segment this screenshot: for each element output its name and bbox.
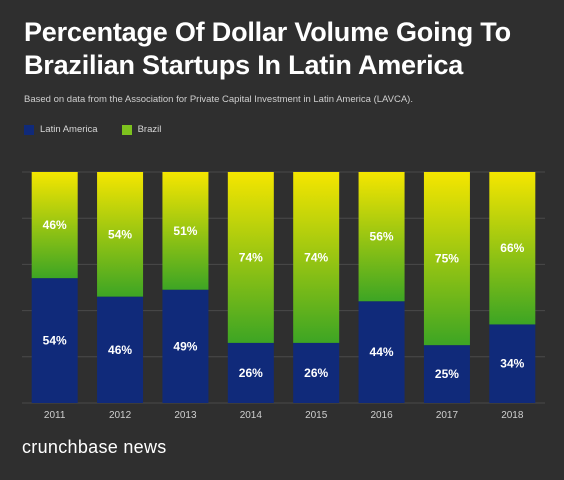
data-label-brazil-2013: 51% [173,224,197,238]
x-tick-label-2015: 2015 [305,410,328,421]
data-label-brazil-2011: 46% [43,218,67,232]
x-tick-label-2018: 2018 [501,410,524,421]
x-tick-label-2013: 2013 [174,410,197,421]
legend-swatch-latin-america [24,124,34,135]
bar-brazil-2016 [358,172,405,302]
x-tick-label-2016: 2016 [370,410,393,421]
bar-latin-america-2011 [31,278,78,403]
bar-latin-america-2015 [293,342,340,403]
legend-item-brazil: Brazil [121,124,162,135]
legend-label-latin-america: Latin America [40,124,98,135]
data-label-latin-america-2017: 25% [435,367,459,381]
data-label-latin-america-2016: 44% [370,345,394,359]
data-label-brazil-2017: 75% [435,252,459,266]
bar-brazil-2018 [489,172,536,325]
data-label-latin-america-2014: 26% [239,366,263,380]
bar-brazil-2015 [293,172,340,343]
bar-brazil-2017 [423,172,470,346]
data-label-brazil-2014: 74% [239,250,263,264]
data-label-brazil-2018: 66% [500,241,524,255]
legend-label-brazil: Brazil [137,124,162,135]
bar-latin-america-2013 [162,289,209,403]
data-label-brazil-2016: 56% [370,230,394,244]
x-tick-label-2012: 2012 [109,410,132,421]
legend-swatch-brazil [121,124,132,135]
x-tick-label-2011: 2011 [44,410,66,421]
data-label-brazil-2012: 54% [108,227,132,241]
data-label-latin-america-2018: 34% [500,357,524,371]
bar-latin-america-2012 [97,296,144,403]
bar-brazil-2014 [227,172,274,343]
bar-latin-america-2014 [227,342,274,403]
x-tick-label-2014: 2014 [240,410,263,421]
chart-subtitle: Based on data from the Association for P… [24,94,413,105]
legend-item-latin-america: Latin America [24,124,98,135]
bar-brazil-2011 [31,172,78,279]
chart-title: Percentage Of Dollar Volume Going To Bra… [24,17,511,80]
legend: Latin America Brazil [24,124,185,135]
data-label-latin-america-2011: 54% [43,334,67,348]
data-label-latin-america-2013: 49% [173,339,197,353]
brand-logo-text: crunchbase news [22,437,167,457]
data-label-latin-america-2012: 46% [108,343,132,357]
bar-latin-america-2018 [489,324,536,403]
bar-brazil-2012 [97,172,144,297]
x-tick-label-2017: 2017 [436,410,459,421]
bar-brazil-2013 [162,172,209,290]
bar-latin-america-2017 [423,345,470,403]
data-label-latin-america-2015: 26% [304,366,328,380]
data-label-brazil-2015: 74% [304,250,328,264]
bar-latin-america-2016 [358,301,405,403]
